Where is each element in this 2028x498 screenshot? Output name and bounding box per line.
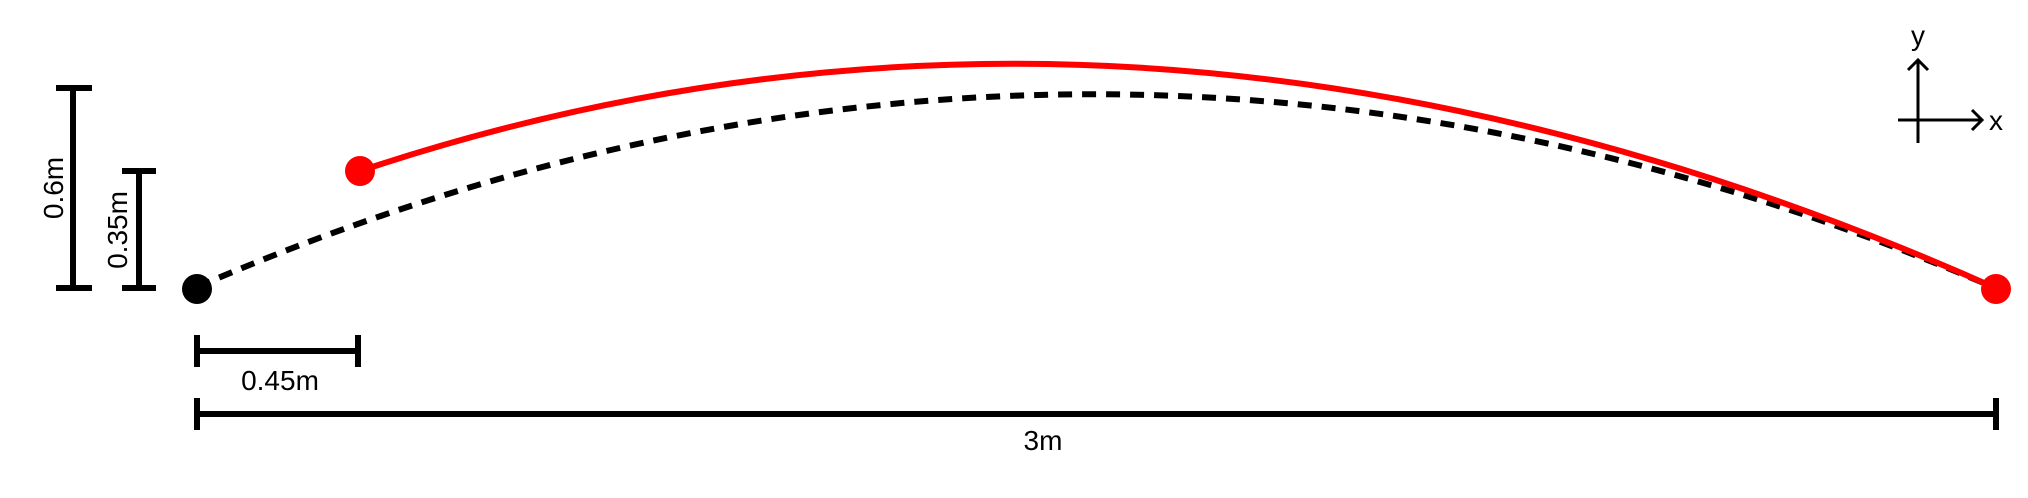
start-point-black — [182, 274, 212, 304]
x-axis-label: x — [1989, 105, 2003, 136]
dimension-max-height — [56, 85, 92, 291]
dimension-start-height — [122, 168, 156, 291]
axis-indicator — [1898, 57, 1985, 143]
end-point-red — [1981, 274, 2011, 304]
reference-trajectory-dashed — [195, 91, 2002, 293]
red-trajectory — [359, 60, 2002, 293]
start-point-red — [345, 156, 375, 186]
max-height-label: 0.6m — [38, 157, 69, 219]
total-distance-label: 3m — [1024, 425, 1063, 456]
y-axis-label: y — [1911, 20, 1925, 51]
start-offset-label: 0.45m — [241, 365, 319, 396]
dimension-total-distance — [194, 398, 1999, 430]
start-height-label: 0.35m — [102, 191, 133, 269]
dimension-start-offset — [194, 335, 361, 367]
